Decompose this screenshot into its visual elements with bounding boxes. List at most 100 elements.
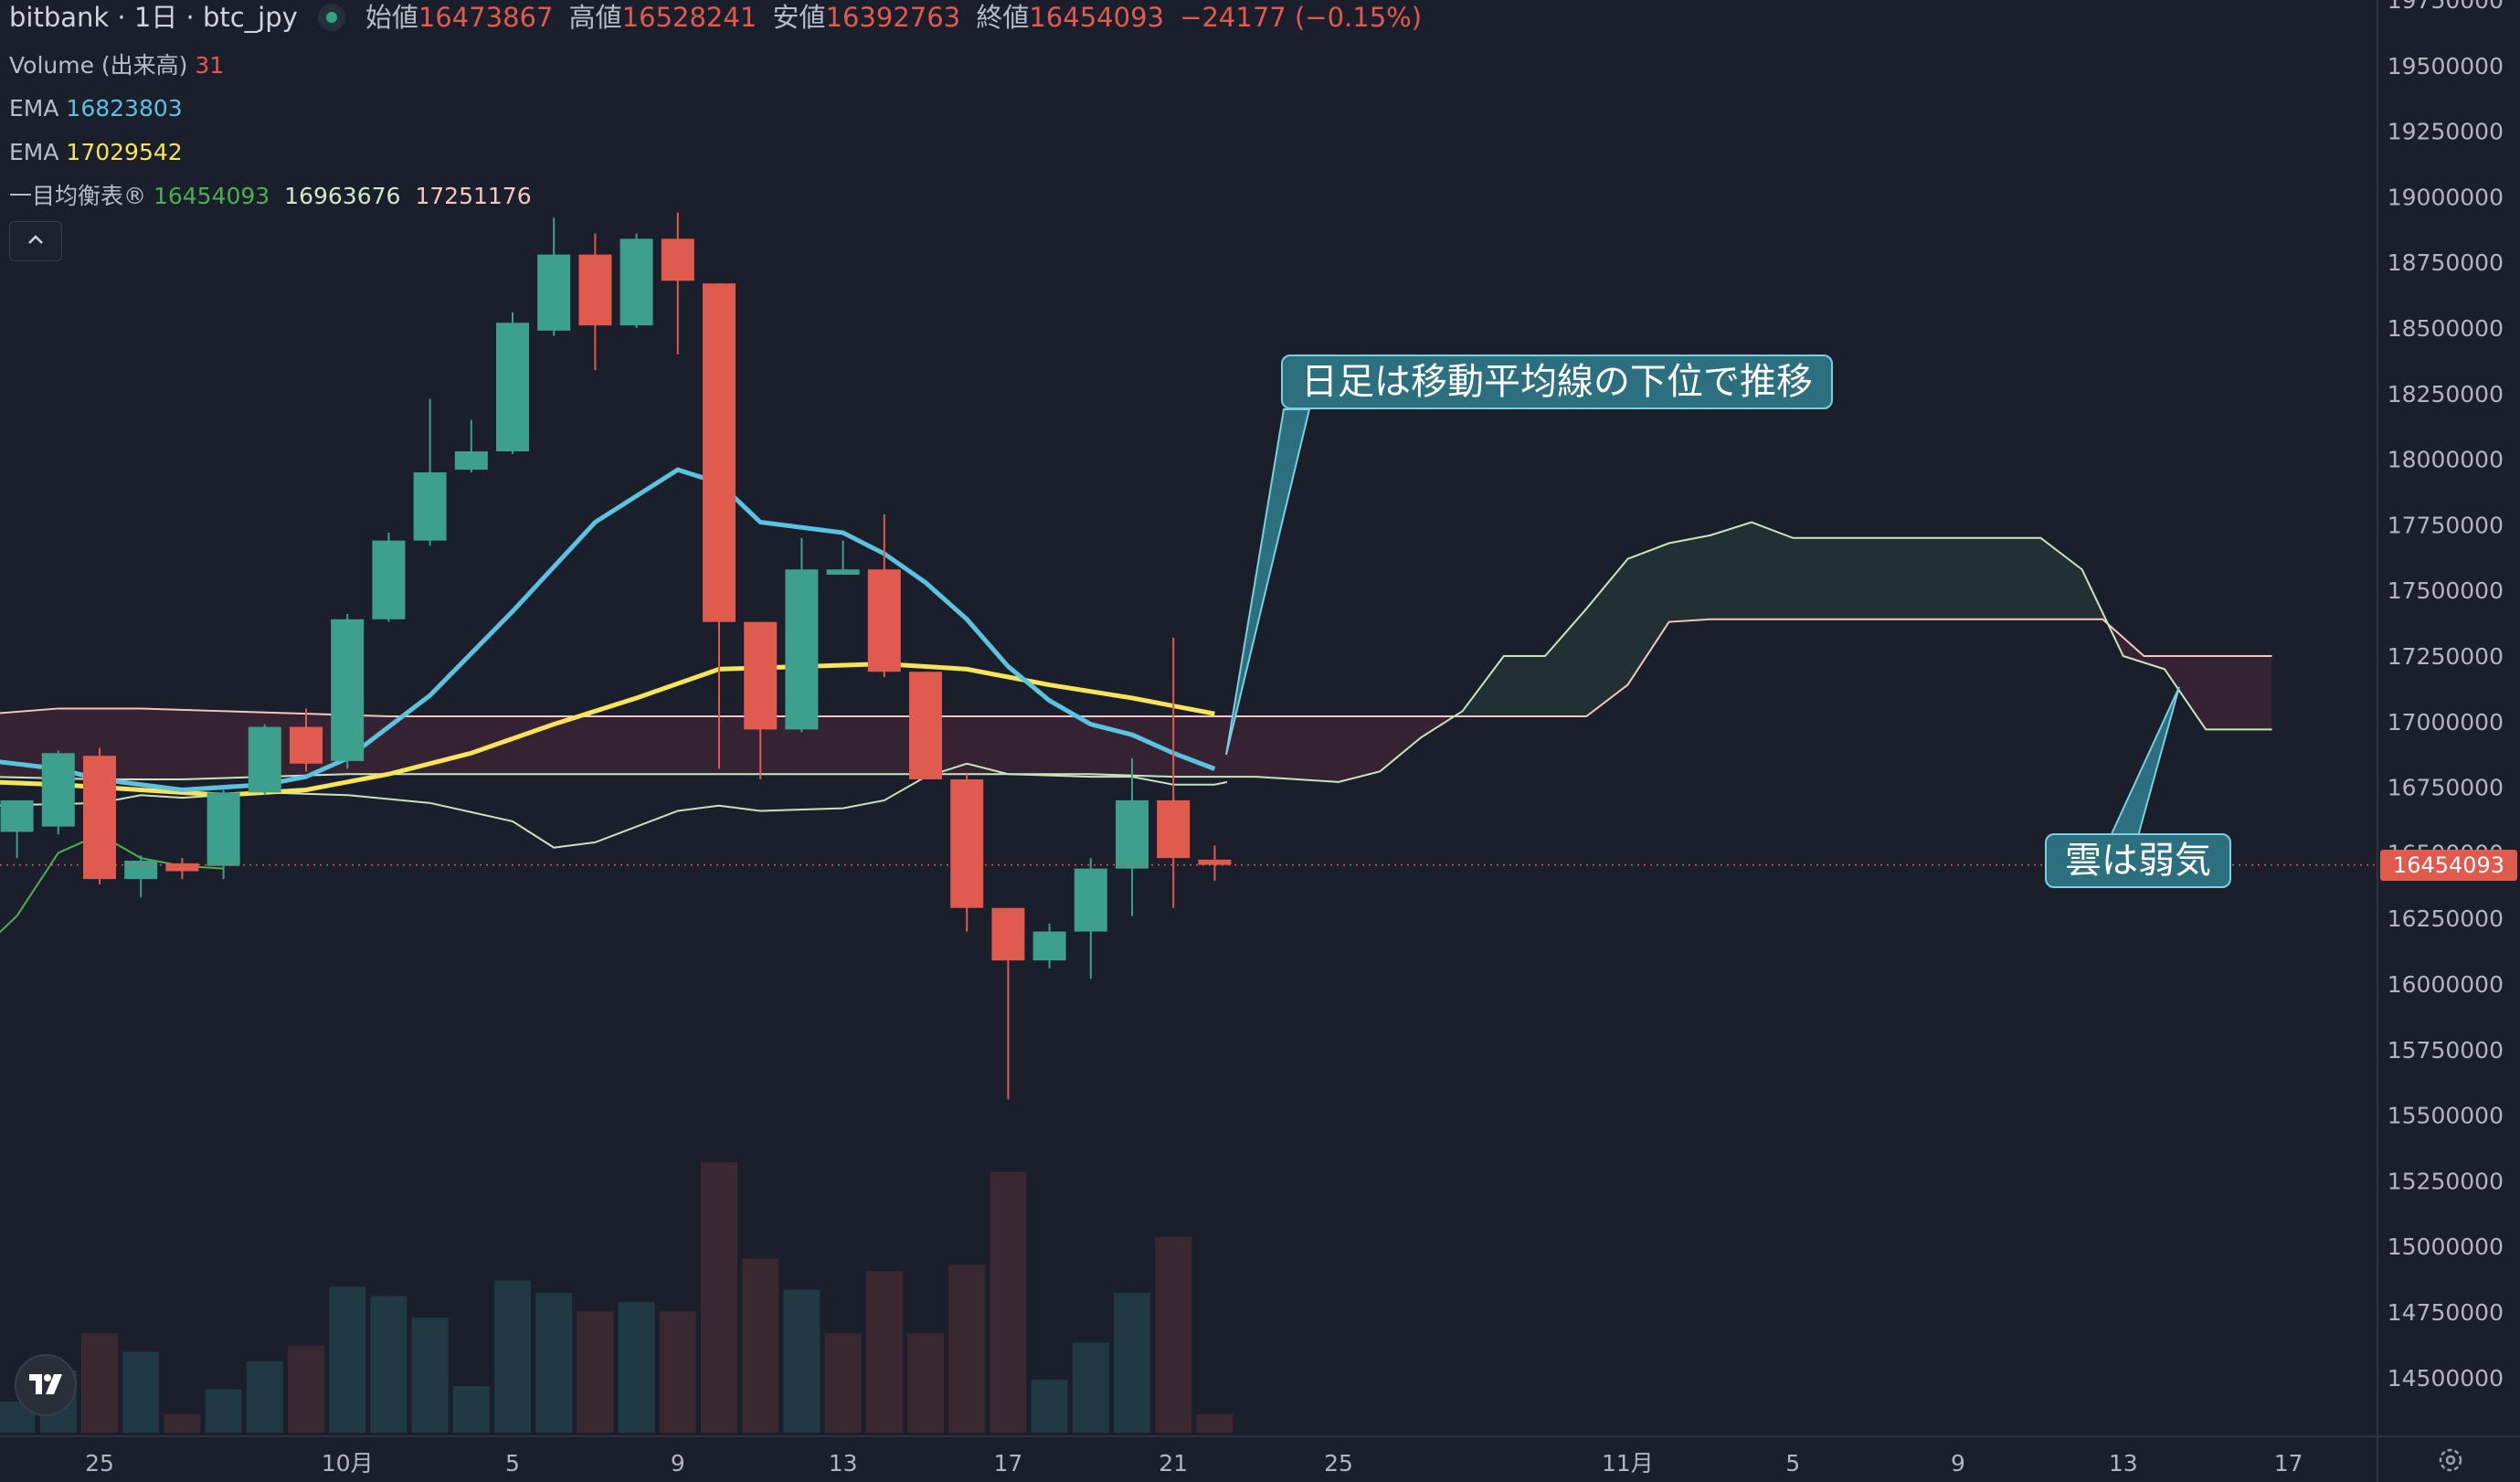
cloud-segment <box>513 716 555 775</box>
candle-body[interactable] <box>290 726 323 764</box>
senkou-span-b-line <box>0 521 2272 783</box>
candle-body[interactable] <box>83 756 116 880</box>
gear-icon[interactable] <box>2434 1444 2467 1477</box>
volume-bar <box>865 1271 903 1433</box>
candle-body[interactable] <box>991 907 1025 961</box>
y-tick-label[interactable]: 18250000 <box>2388 381 2504 408</box>
x-tick-label[interactable]: 10月 <box>322 1450 374 1477</box>
x-tick-label[interactable]: 17 <box>2274 1450 2303 1477</box>
candle-body[interactable] <box>1032 931 1066 961</box>
y-tick-label[interactable]: 17500000 <box>2388 577 2504 604</box>
annotation-callout-cloud[interactable]: 雲は弱気 <box>2045 833 2231 888</box>
y-tick-label[interactable]: 15000000 <box>2388 1233 2504 1260</box>
cloud-segment <box>1752 522 1794 619</box>
candle-body[interactable] <box>785 569 819 730</box>
candle-body[interactable] <box>372 540 406 619</box>
ema2-value: 17029542 <box>66 139 183 165</box>
x-tick-label[interactable]: 5 <box>1785 1450 1800 1477</box>
candle-body[interactable] <box>619 238 653 326</box>
candle-body[interactable] <box>703 283 736 622</box>
candle-body[interactable] <box>1157 799 1191 859</box>
candle-body[interactable] <box>1116 799 1149 869</box>
candle-body[interactable] <box>124 861 158 880</box>
candle-body[interactable] <box>454 450 488 471</box>
candle-body[interactable] <box>950 778 984 908</box>
candle-body[interactable] <box>909 672 942 779</box>
volume-bar <box>535 1293 573 1433</box>
cloud-segment <box>760 716 802 775</box>
candle-body[interactable] <box>867 569 901 672</box>
candle-body[interactable] <box>537 254 571 331</box>
collapse-legend-button[interactable] <box>9 221 62 261</box>
candle-body[interactable] <box>331 619 365 761</box>
candle-body[interactable] <box>1198 859 1232 865</box>
market-status-icon <box>317 4 345 31</box>
volume-bar <box>494 1280 531 1433</box>
candle-body[interactable] <box>248 726 281 793</box>
candle-body[interactable] <box>0 799 34 832</box>
cloud-segment <box>2123 637 2144 663</box>
x-tick-label[interactable]: 17 <box>993 1450 1022 1477</box>
y-tick-label[interactable]: 19250000 <box>2388 119 2504 145</box>
volume-legend[interactable]: Volume (出来高) 31 <box>9 52 231 79</box>
x-tick-label[interactable]: 13 <box>2109 1450 2138 1477</box>
volume-bar <box>618 1302 655 1433</box>
candles[interactable] <box>0 212 1232 1100</box>
x-tick-label[interactable]: 25 <box>85 1450 114 1477</box>
x-tick-label[interactable]: 9 <box>671 1450 685 1477</box>
y-tick-label[interactable]: 15250000 <box>2388 1168 2504 1194</box>
y-tick-label[interactable]: 19000000 <box>2388 184 2504 210</box>
y-tick-label[interactable]: 16250000 <box>2388 905 2504 932</box>
x-tick-label[interactable]: 25 <box>1324 1450 1353 1477</box>
candle-body[interactable] <box>41 753 75 827</box>
volume-bar <box>1031 1380 1068 1433</box>
annotation-callout-ema[interactable]: 日足は移動平均線の下位で推移 <box>1281 355 1833 409</box>
x-tick-label[interactable]: 5 <box>505 1450 520 1477</box>
callout-pointer-cloud <box>2109 686 2180 837</box>
ema2-legend[interactable]: EMA 17029542 <box>9 139 190 166</box>
y-tick-label[interactable]: 17250000 <box>2388 643 2504 670</box>
cloud-segment <box>2144 656 2165 670</box>
ichimoku-legend[interactable]: 一目均衡表® 16454093 16963676 17251176 <box>9 183 539 210</box>
symbol-title[interactable]: bitbank · 1日 · btc_jpy <box>9 2 298 33</box>
tradingview-logo-icon[interactable] <box>15 1354 77 1416</box>
cloud-segment <box>967 716 1009 775</box>
chevron-up-icon <box>28 235 43 244</box>
y-tick-label[interactable]: 18000000 <box>2388 447 2504 473</box>
y-tick-label[interactable]: 18500000 <box>2388 315 2504 342</box>
candle-body[interactable] <box>1074 868 1107 932</box>
ema1-legend[interactable]: EMA 16823803 <box>9 95 190 122</box>
y-tick-label[interactable]: 17750000 <box>2388 512 2504 538</box>
cloud-segment <box>1999 537 2041 619</box>
y-tick-label[interactable]: 15500000 <box>2388 1103 2504 1129</box>
y-tick-label[interactable]: 17000000 <box>2388 709 2504 736</box>
candle-body[interactable] <box>661 238 694 281</box>
volume-bar <box>907 1333 944 1433</box>
x-tick-label[interactable]: 11月 <box>1602 1450 1654 1477</box>
volume-bar <box>1155 1236 1192 1433</box>
candle-body[interactable] <box>744 621 778 730</box>
y-tick-label[interactable]: 19500000 <box>2388 53 2504 79</box>
low-label: 安値 <box>772 2 826 33</box>
candle-body[interactable] <box>165 863 199 872</box>
candle-body[interactable] <box>496 323 529 451</box>
y-tick-label[interactable]: 19750000 <box>2388 0 2504 14</box>
volume-bar <box>288 1345 324 1433</box>
y-tick-label[interactable]: 18750000 <box>2388 249 2504 276</box>
senkou-span-a-line <box>0 618 2272 718</box>
candle-body[interactable] <box>578 254 612 326</box>
cloud-segment <box>1627 543 1669 685</box>
candle-body[interactable] <box>826 569 860 575</box>
candle-body[interactable] <box>413 471 447 541</box>
x-tick-label[interactable]: 21 <box>1159 1450 1188 1477</box>
y-tick-label[interactable]: 14500000 <box>2388 1365 2504 1392</box>
x-tick-label[interactable]: 9 <box>1951 1450 1965 1477</box>
y-tick-label[interactable]: 15750000 <box>2388 1037 2504 1064</box>
y-tick-label[interactable]: 16750000 <box>2388 775 2504 801</box>
x-tick-label[interactable]: 13 <box>829 1450 858 1477</box>
y-tick-label[interactable]: 16000000 <box>2388 971 2504 998</box>
candle-body[interactable] <box>206 792 240 866</box>
y-tick-label[interactable]: 14750000 <box>2388 1299 2504 1326</box>
